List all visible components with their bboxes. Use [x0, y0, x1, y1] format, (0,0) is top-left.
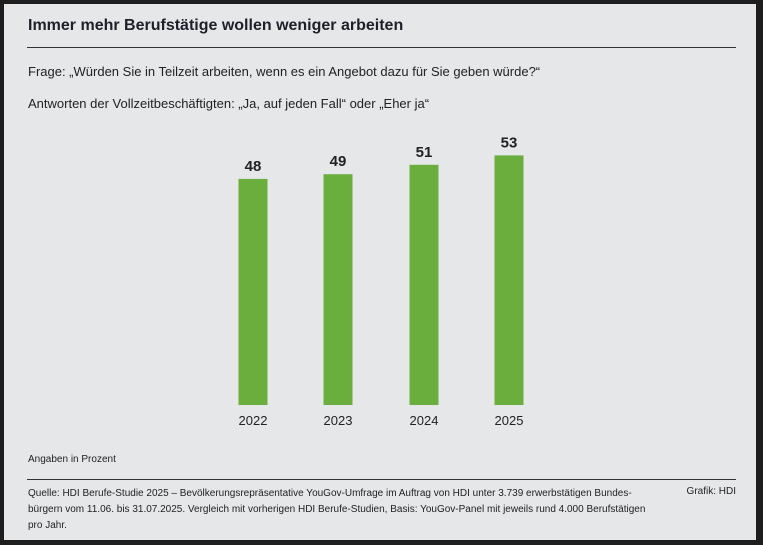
chart-panel: Immer mehr Berufstätige wollen weniger a… — [4, 4, 756, 540]
unit-note: Angaben in Prozent — [28, 454, 116, 465]
chart-subtitle: Antworten der Vollzeitbeschäftigten: „Ja… — [28, 96, 430, 111]
x-tick-label: 2022 — [239, 413, 268, 428]
bar-2025 — [494, 155, 524, 405]
bar-2024 — [409, 164, 439, 405]
credit: Grafik: HDI — [686, 486, 736, 497]
bar-chart: 48 2022 49 2023 51 2024 53 2025 — [238, 134, 524, 428]
x-tick-label: 2025 — [495, 413, 524, 428]
data-label: 48 — [245, 158, 262, 175]
bar-2022 — [238, 178, 268, 405]
question-text: Frage: „Würden Sie in Teilzeit arbeiten,… — [28, 64, 541, 79]
divider — [27, 47, 736, 48]
x-tick-label: 2023 — [324, 413, 353, 428]
x-tick-label: 2024 — [410, 413, 439, 428]
bar-2023 — [323, 174, 353, 405]
data-label: 51 — [416, 144, 433, 161]
data-label: 53 — [501, 134, 518, 151]
source-note: Quelle: HDI Berufe-Studie 2025 – Bevölke… — [28, 488, 646, 531]
divider — [27, 479, 736, 480]
chart-title: Immer mehr Berufstätige wollen weniger a… — [28, 17, 404, 34]
data-label: 49 — [330, 153, 347, 170]
